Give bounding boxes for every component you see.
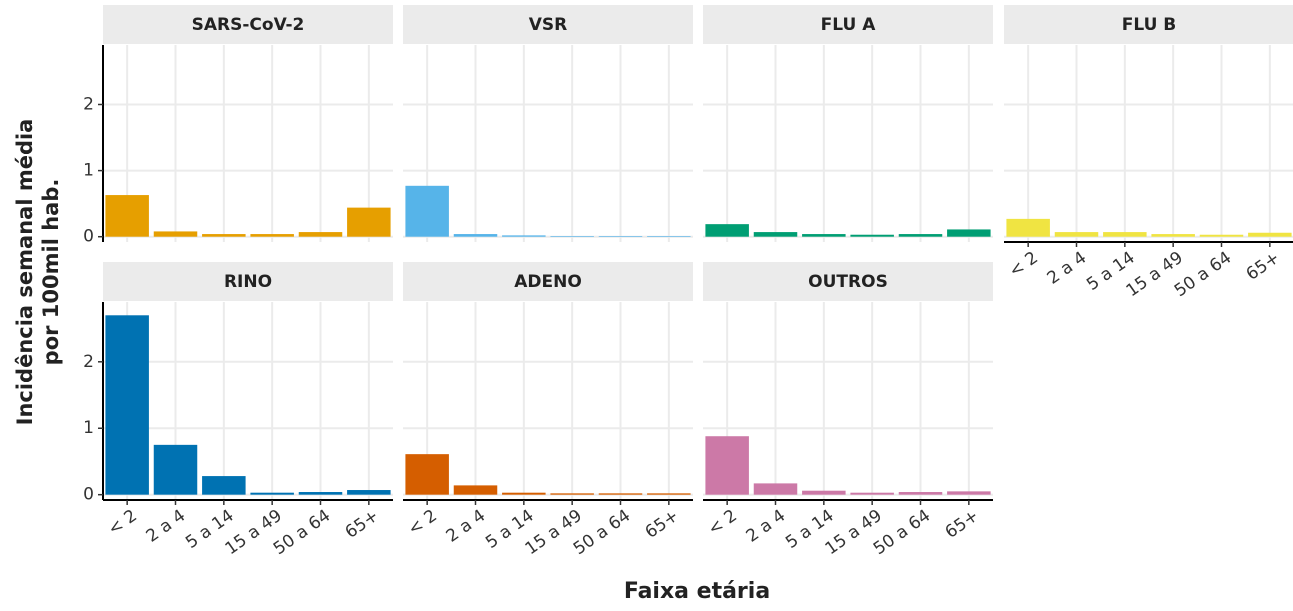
strip-text: OUTROS [808, 272, 888, 292]
bar [647, 493, 691, 495]
y-tick-label: 2 [83, 94, 94, 114]
bar [705, 436, 749, 495]
bar [1199, 234, 1244, 237]
strip-text: SARS-CoV-2 [192, 15, 305, 35]
y-tick-label: 0 [83, 485, 94, 505]
bar [298, 232, 343, 237]
bar [202, 476, 246, 495]
bar [502, 492, 546, 495]
y-tick-label: 0 [83, 227, 94, 247]
strip-text: FLU B [1122, 15, 1177, 35]
bar [802, 234, 846, 237]
x-tick-label: 2 a 4 [143, 506, 190, 547]
x-tick-label: < 2 [104, 506, 140, 540]
x-tick-label: 65+ [342, 506, 383, 543]
strip [403, 5, 693, 44]
bar [802, 490, 846, 495]
bar [405, 454, 449, 495]
strip [103, 262, 393, 301]
bar [405, 185, 449, 237]
bar [202, 234, 246, 237]
bar [1006, 218, 1050, 237]
bar [947, 229, 991, 237]
strip [103, 5, 393, 44]
bar [347, 490, 391, 495]
bar [153, 444, 198, 495]
x-tick-label: 65+ [942, 506, 983, 543]
x-tick-label: 2 a 4 [1044, 248, 1091, 289]
bar [250, 492, 294, 495]
bar [153, 231, 198, 237]
bar [347, 207, 391, 237]
y-tick-label: 1 [83, 161, 94, 181]
bar [298, 492, 343, 495]
strip [703, 5, 993, 44]
bar [1248, 232, 1292, 237]
strip [403, 262, 693, 301]
bar [647, 236, 691, 237]
x-tick-label: 2 a 4 [743, 506, 790, 547]
strip [703, 262, 993, 301]
x-axis-label: Faixa etária [624, 579, 770, 604]
strip [1004, 5, 1293, 44]
bar [250, 234, 294, 237]
strip-text: RINO [224, 272, 272, 292]
bar [898, 234, 943, 237]
bar [502, 235, 546, 237]
bar [598, 493, 643, 495]
x-tick-label: < 2 [1005, 248, 1041, 282]
x-tick-label: 2 a 4 [443, 506, 490, 547]
bar [453, 485, 498, 495]
bar [850, 492, 894, 495]
strip-text: ADENO [514, 272, 582, 292]
x-tick-label: < 2 [404, 506, 440, 540]
bar [453, 234, 498, 237]
bar [105, 315, 149, 495]
bar [598, 236, 643, 237]
y-tick-label: 1 [83, 418, 94, 438]
bar [753, 483, 798, 495]
bar [105, 195, 149, 237]
bar [753, 232, 798, 237]
bar [705, 224, 749, 237]
strip-text: VSR [529, 15, 568, 35]
x-tick-label: 65+ [642, 506, 683, 543]
bar [1103, 232, 1147, 237]
x-tick-label: < 2 [704, 506, 740, 540]
bar [898, 492, 943, 495]
y-axis-label: Incidência semanal média [13, 119, 37, 426]
bar [850, 234, 894, 237]
bar [550, 236, 594, 237]
bar [1054, 232, 1099, 237]
bar [947, 491, 991, 495]
y-tick-label: 2 [83, 352, 94, 372]
y-axis-label: por 100mil hab. [39, 179, 63, 366]
bar [550, 493, 594, 495]
strip-text: FLU A [821, 15, 877, 35]
x-tick-label: 65+ [1243, 248, 1284, 285]
bar [1151, 234, 1195, 237]
